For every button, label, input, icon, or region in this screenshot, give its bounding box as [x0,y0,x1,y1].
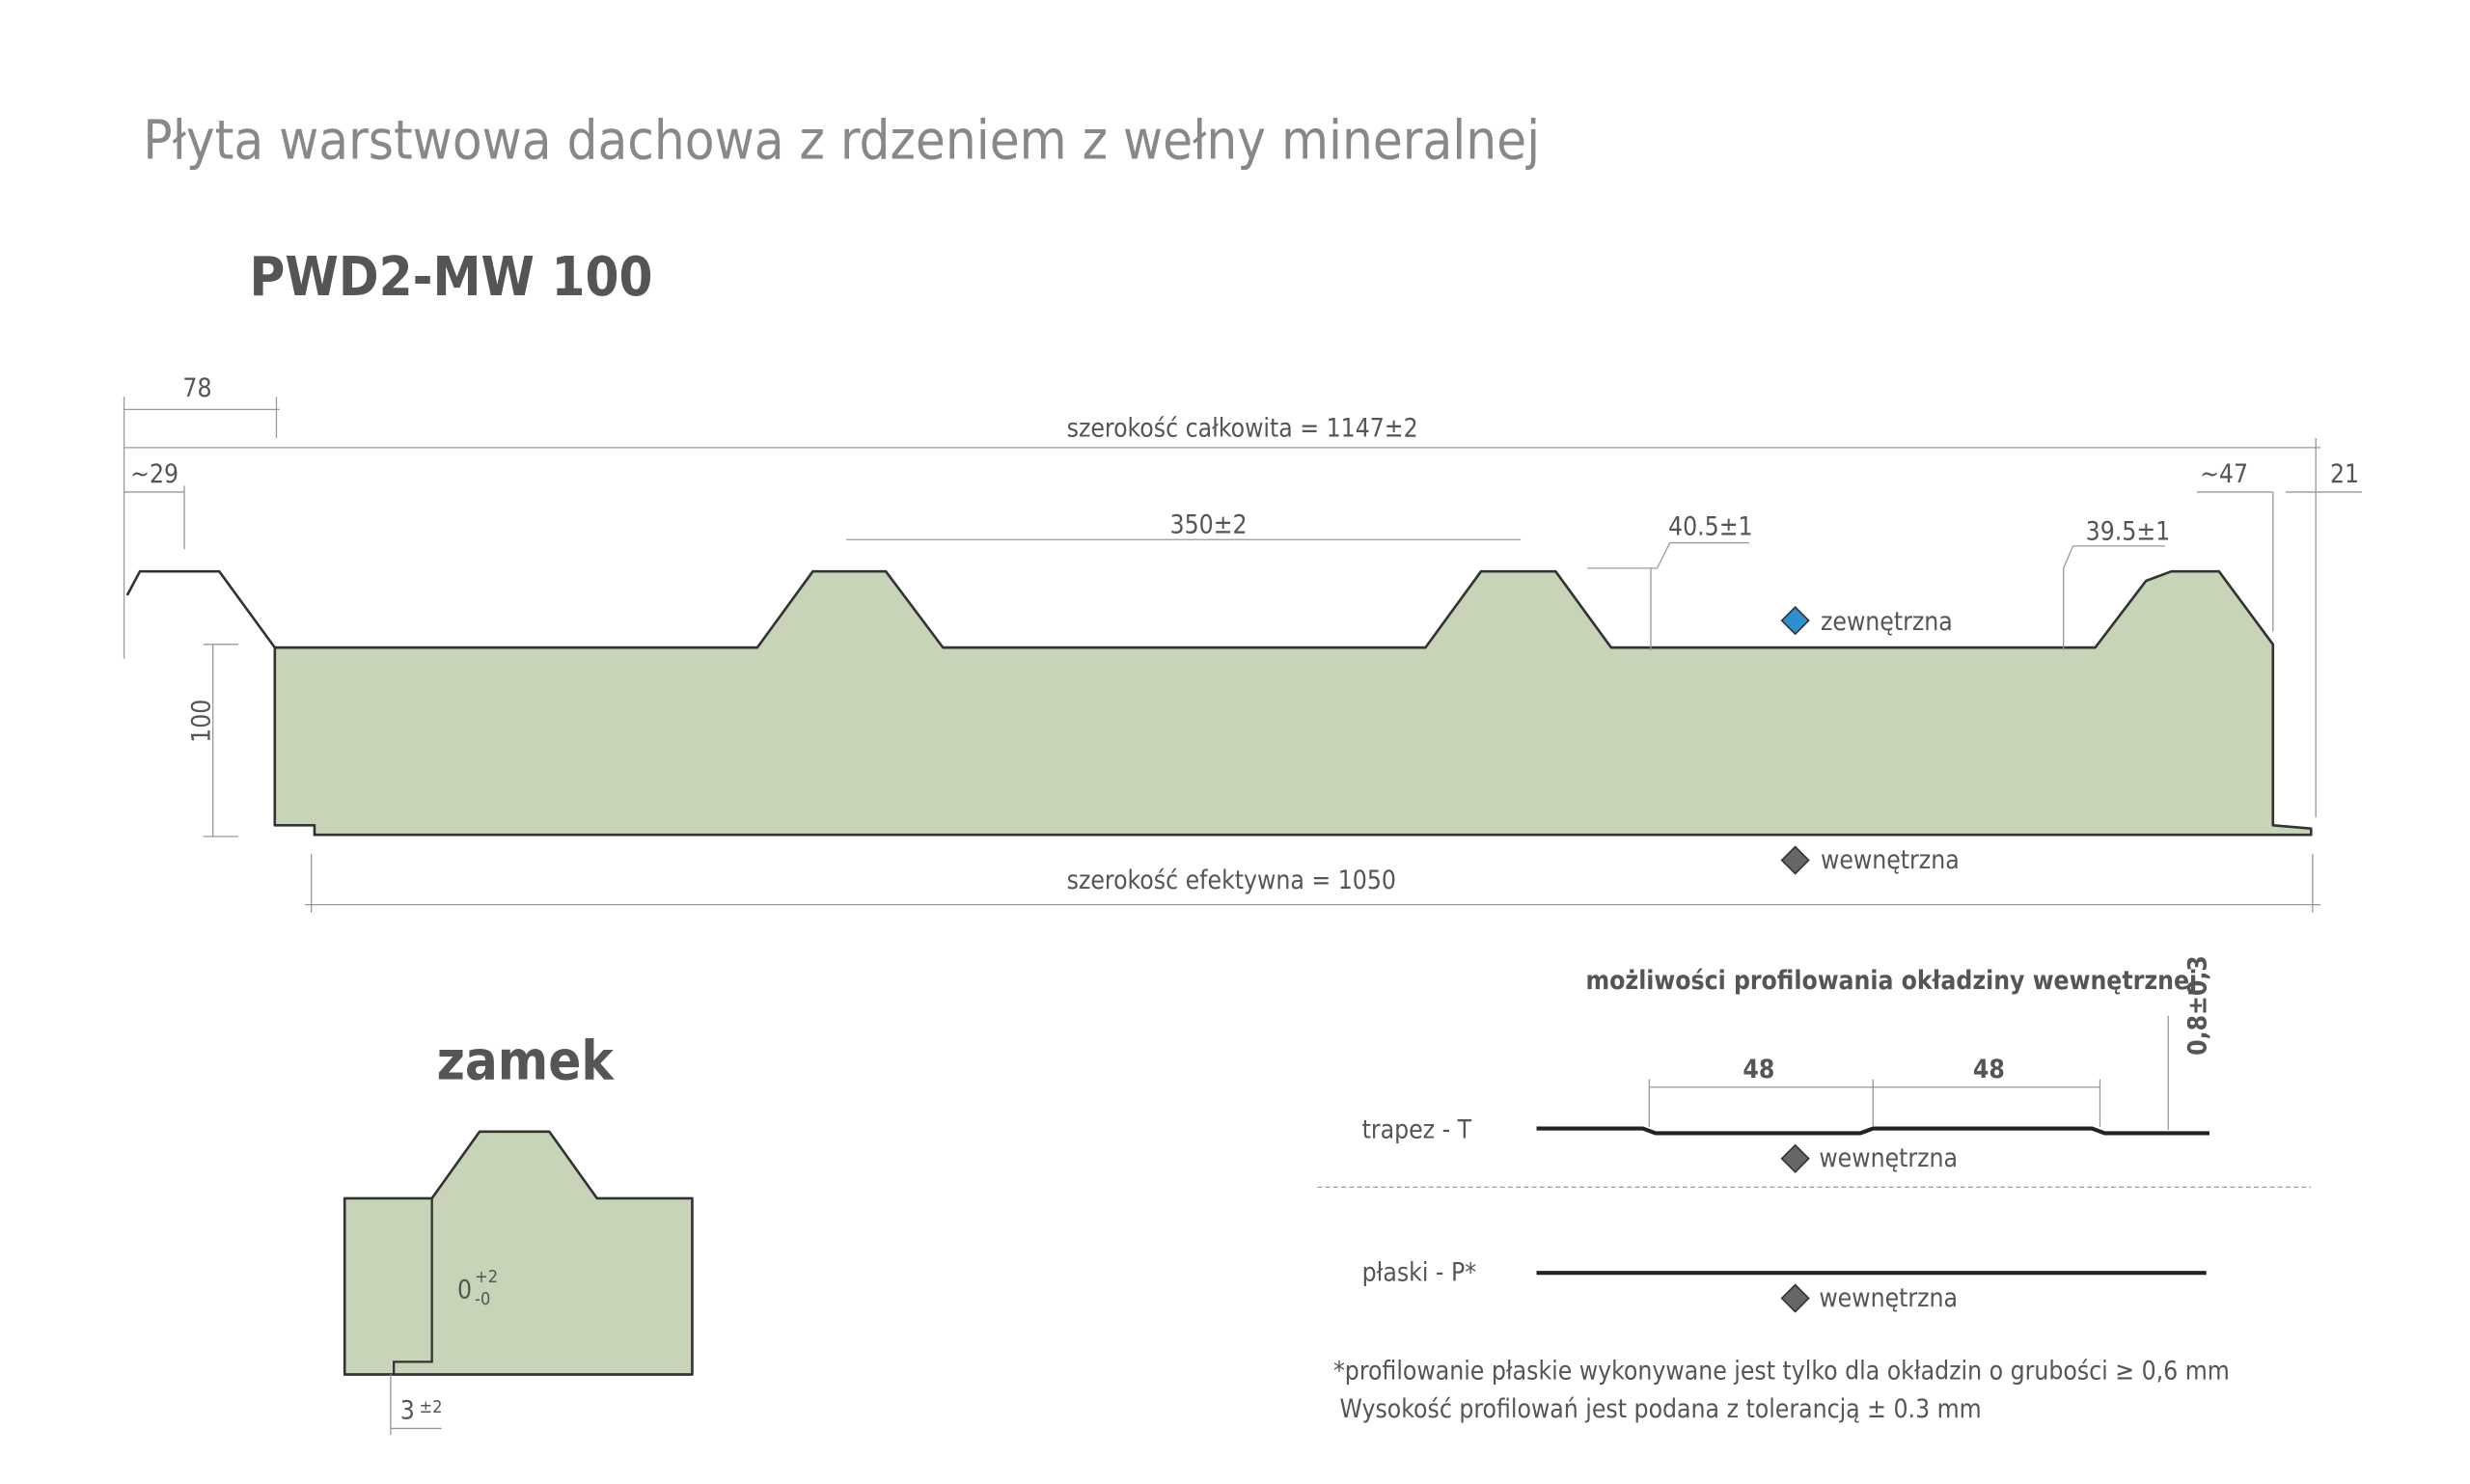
note: *profilowanie płaskie wykonywane jest ty… [1333,1357,2230,1386]
inner-marker [1780,1283,1810,1313]
dim-label: 48 [1743,1056,1774,1085]
product: PWD2-MW 100 [250,246,653,309]
dim-label: 78 [182,374,211,403]
dimension-lines [1317,1015,2312,1189]
lock-joint [393,1197,433,1375]
dim-label: 350±2 [1170,511,1248,540]
dim-label: +2 [475,1267,498,1287]
profile-label: trapez - T [1362,1115,1472,1144]
dim-label: 0,8±0,3 [2184,955,2213,1056]
dim-label: 0 [457,1277,472,1305]
inner-marker [1780,1143,1810,1173]
dim-label: ~29 [130,460,178,489]
panel [273,569,2313,837]
outer-marker [1780,606,1810,636]
dim-label: 21 [2330,460,2359,489]
lip [125,569,276,648]
dim-label: szerokość efektywna = 1050 [1067,866,1396,895]
dim-label: 40.5±1 [1668,512,1753,541]
side-label: wewnętrzna [1819,1144,1958,1173]
profile-label: płaski - P* [1362,1258,1477,1287]
profiling-title: możliwości profilowania okładziny wewnęt… [1586,967,2198,996]
dimension-lines [123,397,2362,913]
dim-label: 3 [400,1397,415,1426]
title: Płyta warstwowa dachowa z rdzeniem z weł… [143,109,1540,172]
dim-label: ±2 [420,1397,443,1417]
trapez-profile [1536,1126,2209,1136]
note: Wysokość profilowań jest podana z tolera… [1340,1395,1982,1424]
side-label: zewnętrzna [1821,608,1953,637]
dim-label: 100 [187,700,216,743]
side-label: wewnętrzna [1819,1284,1958,1313]
lock-title: zamek [437,1031,616,1093]
dim-label: ~47 [2200,460,2248,489]
dim-label: 39.5±1 [2086,517,2171,546]
dim-label: -0 [475,1289,490,1309]
inner-marker [1780,845,1810,875]
dim-label: 48 [1973,1056,2005,1085]
dim-label: szerokość całkowita = 1147±2 [1067,414,1418,443]
side-label: wewnętrzna [1821,846,1960,875]
lock [343,1130,694,1376]
